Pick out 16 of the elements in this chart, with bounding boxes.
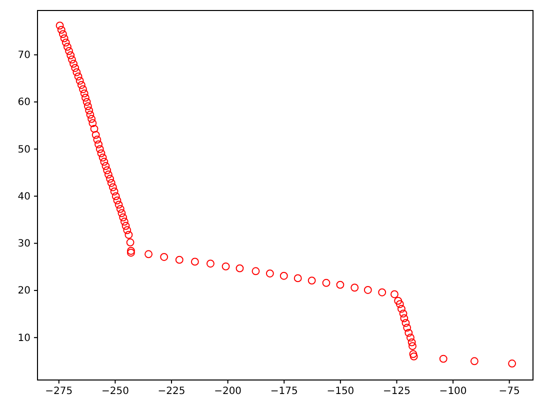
x-tick-label: −150 (326, 386, 354, 398)
x-tick-label: −75 (498, 386, 520, 398)
y-tick-label: 20 (18, 286, 30, 297)
x-tick-label: −225 (158, 386, 186, 398)
x-tick-label: −100 (439, 386, 467, 398)
x-tick-label: −125 (383, 386, 410, 398)
x-tick-label: −275 (45, 386, 73, 398)
y-tick-label: 60 (18, 97, 30, 108)
y-tick-label: 30 (18, 238, 30, 250)
y-tick-label: 70 (18, 50, 30, 61)
x-tick-label: −250 (101, 386, 129, 398)
x-tick-label: −175 (270, 386, 298, 398)
x-tick-label: −200 (214, 386, 242, 398)
y-tick-label: 40 (18, 191, 30, 202)
y-tick-label: 50 (18, 144, 30, 156)
y-tick-label: 10 (18, 332, 30, 344)
